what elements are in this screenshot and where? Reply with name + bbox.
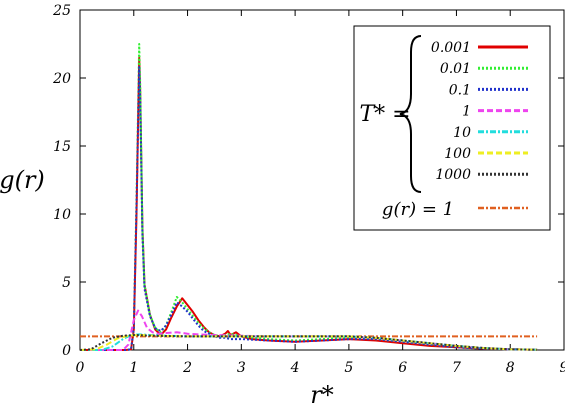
y-tick-label-0: 0	[62, 343, 71, 359]
legend-label-0.01: 0.01	[440, 61, 471, 77]
x-tick-label-3: 3	[237, 360, 246, 376]
y-tick-label-15: 15	[53, 139, 71, 155]
y-axis-label: g(r)	[0, 166, 45, 194]
y-tick-label-5: 5	[62, 275, 71, 291]
legend-label-100: 100	[444, 146, 471, 162]
x-tick-label-6: 6	[398, 360, 407, 376]
x-tick-label-1: 1	[129, 360, 138, 376]
legend-label-1000: 1000	[435, 167, 471, 183]
x-tick-label-5: 5	[344, 360, 353, 376]
legend-box	[353, 25, 551, 231]
legend-label-1: 1	[462, 104, 471, 120]
y-tick-label-25: 25	[52, 3, 71, 19]
x-tick-label-7: 7	[452, 360, 461, 376]
x-axis-ticks: 0 1 2 3 4 5 6 7 8 9	[76, 10, 565, 376]
series-line-0.1	[80, 66, 538, 351]
legend-brace	[399, 35, 422, 193]
series-line-100	[79, 334, 538, 351]
legend-label-10: 10	[453, 125, 471, 141]
x-tick-label-0: 0	[76, 360, 85, 376]
series-lines	[79, 43, 538, 351]
legend-label-0.001: 0.001	[431, 40, 471, 56]
x-axis-label: r*	[310, 381, 333, 409]
x-tick-label-9: 9	[560, 360, 565, 376]
legend-label-0.1: 0.1	[449, 82, 471, 98]
y-axis-ticks: 0 5 10 15 20 25	[52, 3, 564, 359]
y-tick-label-20: 20	[52, 71, 71, 87]
legend-items: 0.001 0.01 0.1 1 10 100 1000	[431, 40, 528, 210]
legend-reference-label: g(r) = 1	[382, 199, 454, 220]
y-tick-label-10: 10	[53, 207, 71, 223]
series-line-1000	[79, 334, 538, 351]
x-tick-label-8: 8	[506, 360, 515, 376]
plot-area-frame	[79, 9, 565, 351]
x-tick-label-2: 2	[182, 360, 192, 376]
x-tick-label-4: 4	[290, 360, 300, 376]
series-line-1	[80, 309, 538, 351]
